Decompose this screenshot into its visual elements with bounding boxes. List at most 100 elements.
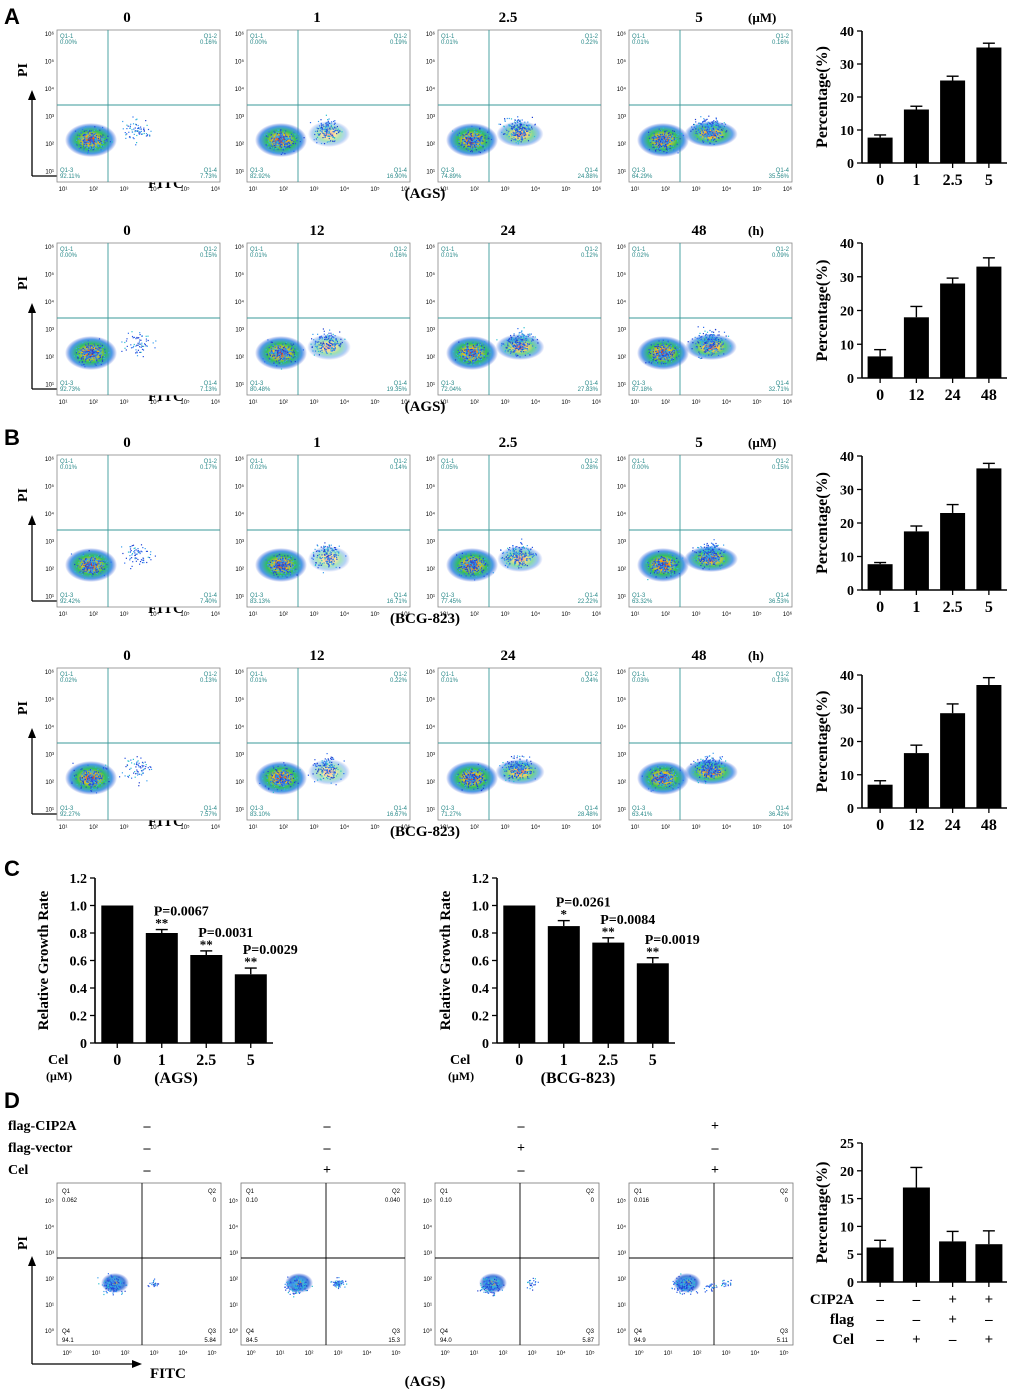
scatter-dot — [325, 549, 327, 551]
scatter-dot — [665, 360, 668, 362]
y-tick-label: 10⁶ — [235, 31, 245, 38]
scatter-dot — [293, 141, 295, 143]
quadrant-name: Q1-1 — [441, 34, 455, 40]
scatter-dot — [710, 354, 712, 356]
scatter-dot — [277, 141, 279, 143]
scatter-dot — [514, 350, 516, 352]
scatter-dot — [327, 130, 329, 132]
scatter-dot — [273, 571, 275, 573]
scatter-dot — [338, 343, 340, 345]
scatter-dot — [717, 354, 720, 356]
quadrant-q4-value: 64.29% — [632, 174, 653, 180]
scatter-dot — [124, 132, 126, 134]
scatter-dot — [284, 352, 286, 354]
scatter-dot — [295, 136, 297, 138]
scatter-dot — [143, 130, 145, 132]
scatter-dot — [514, 125, 516, 127]
scatter-dot — [286, 559, 288, 561]
scatter-dot — [146, 345, 148, 347]
scatter-dot — [519, 123, 521, 125]
scatter-dot — [523, 347, 525, 349]
scatter-dot — [326, 352, 328, 354]
scatter-dot — [330, 332, 332, 334]
scatter-dot — [85, 570, 87, 572]
scatter-dot — [470, 573, 472, 575]
scatter-dot — [663, 343, 665, 345]
scatter-dot — [522, 546, 524, 548]
scatter-dot — [273, 139, 275, 141]
scatter-dot — [705, 130, 707, 132]
scatter-dot — [87, 135, 90, 137]
scatter-dot — [267, 136, 269, 138]
condition-label: 5 — [695, 10, 703, 26]
scatter-dot — [487, 353, 489, 355]
scatter-dot — [132, 116, 134, 118]
scatter-dot — [70, 553, 73, 555]
scatter-dot — [314, 564, 316, 567]
scatter-dot — [462, 567, 464, 569]
scatter-dot — [711, 344, 713, 346]
scatter-dot — [715, 136, 717, 138]
scatter-dot — [717, 128, 719, 131]
scatter-dot — [510, 350, 513, 352]
scatter-dot — [699, 344, 701, 346]
scatter-dot — [86, 146, 88, 148]
scatter-dot — [79, 566, 81, 568]
scatter-dot — [707, 139, 709, 141]
scatter-dot — [95, 138, 97, 140]
scatter-dot — [299, 141, 301, 143]
scatter-dot — [328, 118, 330, 120]
scatter-dot — [327, 554, 329, 556]
scatter-dot — [473, 560, 475, 562]
scatter-dot — [512, 131, 514, 133]
condition-label: 5 — [695, 435, 703, 451]
scatter-dot — [529, 132, 531, 134]
x-tick-label: 10⁴ — [340, 611, 350, 618]
scatter-dot — [136, 130, 138, 132]
scatter-dot — [84, 569, 86, 571]
plot-frame — [437, 29, 602, 183]
scatter-dot — [142, 559, 144, 561]
scatter-dot — [513, 339, 516, 341]
scatter-dot — [655, 140, 658, 142]
scatter-dot — [86, 147, 89, 149]
scatter-dot — [83, 564, 85, 567]
scatter-dot — [722, 136, 724, 138]
scatter-dot — [290, 133, 293, 135]
scatter-dot — [478, 139, 481, 141]
scatter-dot — [668, 140, 670, 142]
scatter-dot — [283, 344, 285, 346]
scatter-dot — [648, 361, 650, 363]
scatter-dot — [325, 352, 327, 354]
scatter-dot — [284, 360, 286, 362]
scatter-dot — [469, 353, 471, 355]
scatter-dot — [706, 349, 708, 351]
scatter-dot — [665, 343, 667, 345]
scatter-dot — [515, 142, 517, 144]
scatter-dot — [87, 343, 89, 345]
scatter-dot — [129, 559, 131, 561]
plot-frame — [628, 29, 793, 183]
condition-label: 0 — [123, 10, 131, 26]
scatter-dot — [481, 570, 483, 572]
scatter-dot — [338, 345, 340, 347]
scatter-dot — [708, 346, 711, 348]
scatter-dot — [79, 350, 82, 353]
scatter-dot — [284, 575, 286, 577]
x-tick-label: 10² — [279, 400, 288, 406]
scatter-dot — [461, 350, 463, 352]
scatter-dot — [141, 344, 143, 346]
scatter-dot — [526, 125, 529, 127]
scatter-dot — [317, 333, 319, 335]
scatter-dot — [654, 141, 656, 143]
scatter-dot — [126, 345, 128, 347]
scatter-dot — [665, 137, 667, 139]
scatter-dot — [80, 558, 82, 560]
scatter-dot — [90, 361, 92, 363]
scatter-dot — [676, 138, 678, 140]
y-tick-label: 10¹ — [235, 170, 244, 176]
scatter-dot — [709, 335, 711, 337]
scatter-dot — [472, 361, 474, 363]
scatter-dot — [709, 123, 711, 125]
scatter-dot — [325, 127, 327, 129]
